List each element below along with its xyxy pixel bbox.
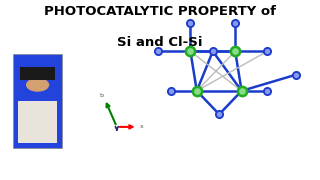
Text: x: x bbox=[140, 124, 144, 129]
FancyBboxPatch shape bbox=[18, 101, 58, 143]
FancyBboxPatch shape bbox=[20, 67, 55, 80]
Circle shape bbox=[27, 79, 49, 91]
Text: PHOTOCATALYTIC PROPERTY of: PHOTOCATALYTIC PROPERTY of bbox=[44, 5, 276, 18]
FancyBboxPatch shape bbox=[13, 54, 62, 148]
Text: b: b bbox=[100, 93, 104, 98]
Text: Si and Cl-Si: Si and Cl-Si bbox=[117, 36, 203, 49]
